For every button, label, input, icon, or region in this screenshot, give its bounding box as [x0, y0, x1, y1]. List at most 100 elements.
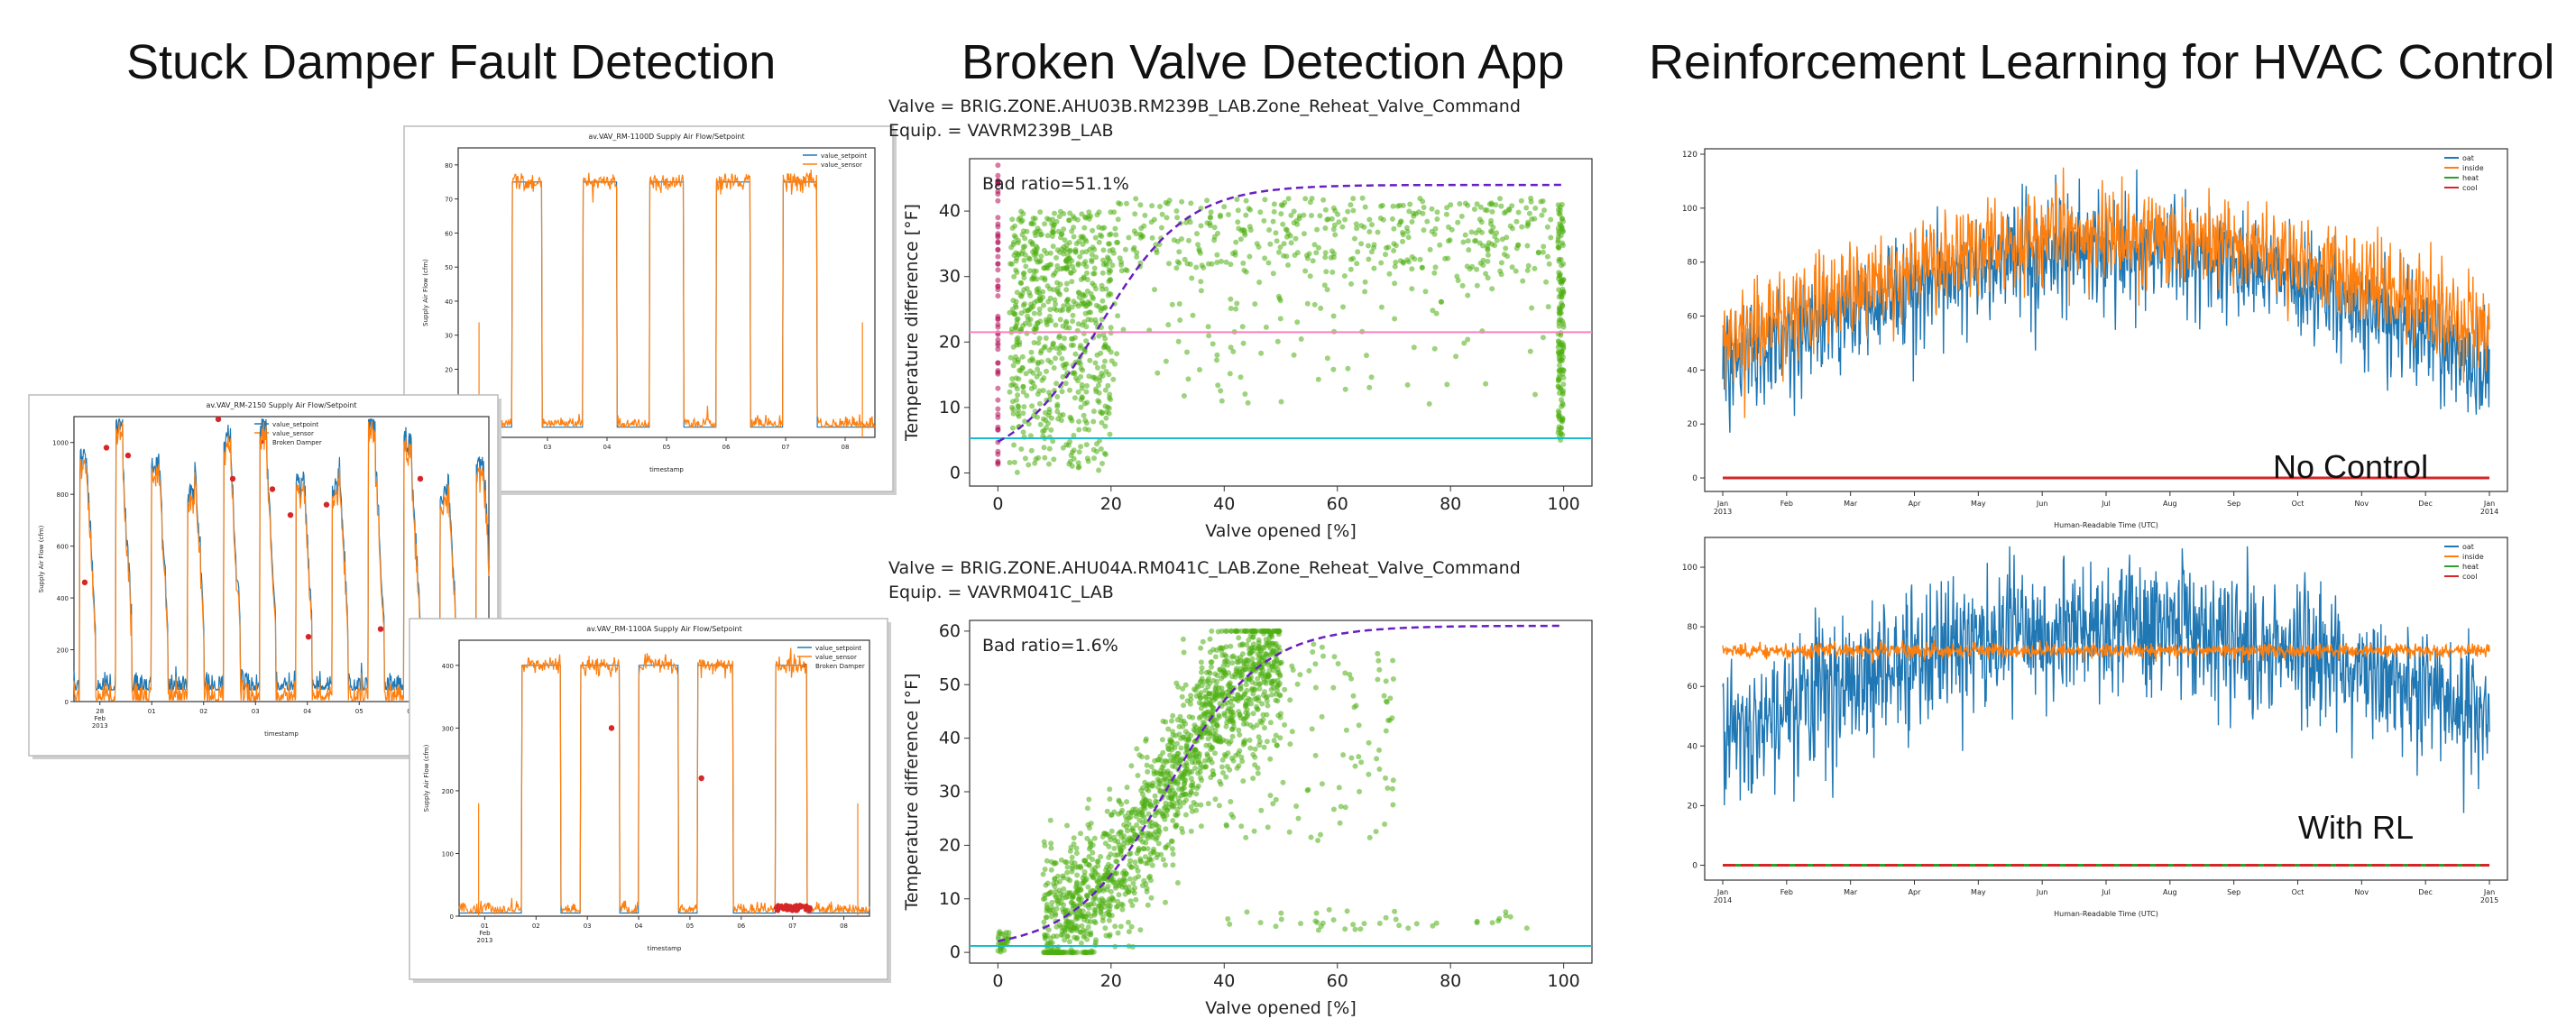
- scatter-point: [1230, 720, 1237, 726]
- scatter-point: [1084, 936, 1090, 942]
- scatter-point: [1176, 301, 1182, 307]
- series-oat-line: [1722, 546, 2490, 813]
- legend-label: value_setpoint: [821, 152, 867, 160]
- scatter-point: [1182, 682, 1189, 688]
- y-tick-label: 100: [1682, 564, 1697, 573]
- scatter-point: [1105, 382, 1111, 389]
- scatter-point: [1282, 199, 1288, 206]
- scatter-point: [1182, 768, 1188, 775]
- scatter-point: [1222, 652, 1228, 658]
- scatter-point: [1198, 823, 1204, 830]
- scatter-point: [1556, 304, 1562, 310]
- scatter-point: [1090, 294, 1096, 300]
- broken-damper-point: [803, 907, 808, 913]
- scatter-point: [1210, 677, 1217, 684]
- scatter-point: [1198, 288, 1204, 294]
- scatter-point: [1074, 950, 1081, 956]
- scatter-point: [1317, 213, 1323, 219]
- scatter-point: [1134, 250, 1140, 256]
- scatter-point: [1249, 660, 1256, 666]
- scatter-point: [1297, 672, 1303, 678]
- scatter-point: [1067, 877, 1073, 884]
- scatter-point: [1242, 391, 1248, 397]
- scatter-point: [1287, 697, 1293, 703]
- scatter-point: [1225, 750, 1231, 757]
- scatter-point: [1100, 886, 1107, 892]
- scatter-point: [1052, 950, 1058, 956]
- x-tick-label: 28: [96, 708, 104, 715]
- scatter-point: [1161, 768, 1167, 775]
- scatter-point: [1405, 925, 1412, 932]
- scatter-point: [1110, 376, 1117, 382]
- broken-damper-point: [785, 907, 789, 913]
- scatter-point: [1131, 890, 1137, 896]
- scatter-point: [1422, 289, 1429, 295]
- scatter-point: [1267, 756, 1274, 762]
- scatter-point: [1098, 854, 1104, 859]
- scatter-point: [1084, 893, 1090, 899]
- scatter-point: [1313, 910, 1320, 916]
- scatter-point: [1207, 215, 1213, 221]
- scatter-point: [1047, 250, 1053, 256]
- scatter-point: [1427, 246, 1433, 252]
- broken-damper-point: [269, 486, 276, 492]
- scatter-point: [1012, 357, 1018, 363]
- scatter-point: [1099, 419, 1105, 426]
- scatter-point: [1071, 950, 1077, 956]
- scatter-point: [1044, 368, 1049, 374]
- scatter-point: [1080, 291, 1086, 298]
- scatter-point: [1214, 260, 1220, 265]
- scatter-point: [1320, 653, 1326, 659]
- scatter-point: [1020, 302, 1026, 308]
- scatter-point: [1188, 828, 1194, 834]
- scatter-point: [1090, 280, 1096, 287]
- scatter-point: [1038, 253, 1044, 260]
- scatter-point: [1022, 307, 1028, 314]
- scatter-point: [1240, 340, 1247, 346]
- scatter-point: [1165, 804, 1172, 811]
- x-tick-label: 06: [737, 922, 745, 930]
- scatter-point: [1050, 341, 1056, 347]
- scatter-point: [1524, 223, 1531, 229]
- scatter-point: [1187, 756, 1193, 761]
- scatter-point: [1040, 388, 1046, 393]
- scatter-point: [1413, 921, 1420, 927]
- scatter-point: [1204, 751, 1210, 757]
- scatter-point: [1027, 268, 1033, 274]
- scatter-point: [1060, 307, 1066, 313]
- scatter-point: [1174, 740, 1181, 747]
- scatter-point: [1215, 230, 1220, 236]
- scatter-point: [1037, 297, 1044, 303]
- scatter-point: [1513, 268, 1519, 274]
- scatter-point: [1193, 802, 1200, 808]
- scatter-point: [1056, 214, 1063, 220]
- scatter-point: [1285, 196, 1292, 202]
- scatter-point: [1390, 657, 1396, 664]
- scatter-point: [1409, 266, 1415, 272]
- legend-label: Broken Damper: [272, 439, 322, 446]
- scatter-point: [1148, 219, 1155, 225]
- scatter-point: [1193, 264, 1200, 271]
- scatter-point: [1054, 280, 1060, 286]
- scatter-point: [1396, 922, 1403, 929]
- scatter-point: [1190, 312, 1196, 318]
- scatter-point: [1072, 395, 1078, 401]
- scatter-point: [1322, 254, 1329, 261]
- scatter-point: [1167, 788, 1173, 794]
- scatter-point: [1270, 801, 1276, 807]
- scatter-point: [1434, 216, 1440, 222]
- scatter-point: [1205, 709, 1211, 715]
- y-tick-label: 40: [445, 298, 453, 306]
- scatter-point: [1060, 265, 1066, 271]
- damper-chart-2: av.VAV_RM-1100A Supply Air Flow/Setpoint…: [409, 618, 891, 983]
- scatter-point: [1454, 273, 1460, 280]
- scatter-point: [1107, 258, 1113, 264]
- scatter-point: [1119, 906, 1126, 913]
- scatter-point: [1083, 338, 1090, 344]
- scatter-point: [1180, 785, 1186, 791]
- scatter-point: [1100, 363, 1107, 370]
- scatter-point: [1046, 216, 1053, 223]
- scatter-point: [1302, 196, 1309, 202]
- scatter-point: [1045, 927, 1052, 933]
- scatter-point: [1390, 777, 1396, 784]
